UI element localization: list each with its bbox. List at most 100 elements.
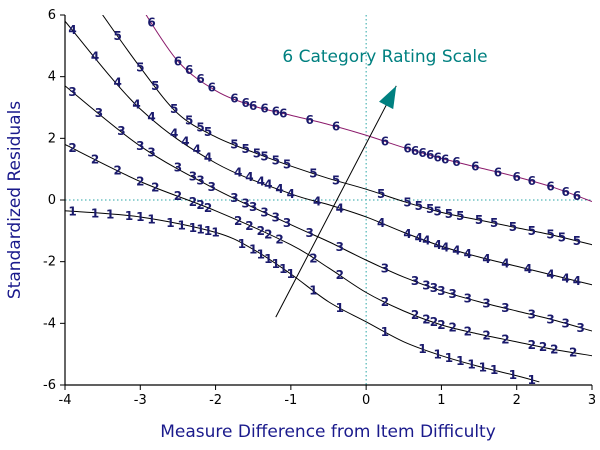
series-3-marker: 3: [242, 196, 250, 210]
series-2-marker: 2: [437, 318, 445, 332]
series-5-marker: 5: [433, 204, 441, 218]
series-2-marker: 2: [430, 315, 438, 329]
series-5-marker: 5: [377, 187, 385, 201]
series-6-marker: 6: [332, 120, 340, 134]
series-5-marker: 5: [136, 60, 144, 74]
series-5-marker: 5: [528, 224, 536, 238]
x-tick-label: -4: [59, 393, 72, 408]
series-6-line: [145, 15, 592, 203]
series-2-line: [65, 144, 592, 357]
x-tick-label: 2: [513, 393, 521, 408]
series-5-marker: 5: [204, 125, 212, 139]
series-2-marker: 2: [234, 214, 242, 228]
series-2-marker: 2: [68, 141, 76, 155]
series-5-marker: 5: [445, 207, 453, 221]
series-5-marker: 5: [558, 230, 566, 244]
series-1-marker: 1: [287, 267, 295, 281]
series-4-marker: 4: [452, 244, 460, 258]
series-2-marker: 2: [411, 308, 419, 322]
series-1-line: [65, 210, 540, 383]
series-2-marker: 2: [528, 338, 536, 352]
series-1-marker: 1: [272, 257, 280, 271]
x-tick-label: -1: [284, 393, 297, 408]
series-3-marker: 3: [430, 281, 438, 295]
series-1-marker: 1: [106, 207, 114, 221]
series-2-marker: 2: [569, 346, 577, 360]
series-3-marker: 3: [482, 297, 490, 311]
series-5-marker: 5: [332, 174, 340, 188]
series-4-marker: 4: [181, 134, 189, 148]
series-1-marker: 1: [249, 242, 257, 256]
series-5-marker: 5: [456, 209, 464, 223]
series-2-marker: 2: [336, 268, 344, 282]
series-6-marker: 6: [441, 152, 449, 166]
y-axis-title: Standardized Residuals: [5, 101, 25, 299]
series-6-marker: 6: [494, 165, 502, 179]
series-2-marker: 2: [189, 195, 197, 209]
series-1-marker: 1: [490, 363, 498, 377]
series-6-marker: 6: [185, 63, 193, 77]
series-5-marker: 5: [509, 220, 517, 234]
series-4-marker: 4: [433, 238, 441, 252]
series-4-marker: 4: [245, 170, 253, 184]
series-4-marker: 4: [464, 247, 472, 261]
series-1-marker: 1: [433, 347, 441, 361]
series-4-marker: 4: [114, 76, 122, 90]
series-3-marker: 3: [449, 287, 457, 301]
series-1-marker: 1: [166, 216, 174, 230]
series-3-marker: 3: [422, 278, 430, 292]
series-3-marker: 3: [528, 308, 536, 322]
series-5-marker: 5: [114, 29, 122, 43]
series-3-line: [65, 85, 592, 332]
x-axis-title: Measure Difference from Item Difficulty: [160, 422, 496, 442]
series-3-marker: 3: [68, 85, 76, 99]
series-4-marker: 4: [147, 110, 155, 124]
series-6-marker: 6: [452, 155, 460, 169]
series-2-marker: 2: [257, 224, 265, 238]
y-tick-label: -6: [43, 378, 56, 393]
series-6-marker: 6: [272, 105, 280, 119]
series-5-marker: 5: [573, 234, 581, 248]
series-4-marker: 4: [377, 216, 385, 230]
series-3-marker: 3: [577, 321, 585, 335]
series-1-marker: 1: [257, 247, 265, 261]
series-3-marker: 3: [283, 216, 291, 230]
y-tick-label: 2: [48, 131, 56, 146]
series-1-marker: 1: [211, 225, 219, 239]
series-6-marker: 6: [208, 81, 216, 95]
series-2-marker: 2: [309, 252, 317, 266]
series-1-marker: 1: [136, 210, 144, 224]
x-tick-label: -3: [134, 393, 147, 408]
series-1-marker: 1: [445, 351, 453, 365]
series-2-marker: 2: [449, 321, 457, 335]
series-1-marker: 1: [528, 373, 536, 387]
series-6-marker: 6: [147, 15, 155, 29]
series-2-marker: 2: [275, 233, 283, 247]
series-4-marker: 4: [234, 165, 242, 179]
series-1-marker: 1: [147, 212, 155, 226]
series-2-marker: 2: [501, 333, 509, 347]
series-4-marker: 4: [546, 268, 554, 282]
series-2-marker: 2: [482, 329, 490, 343]
series-5-marker: 5: [426, 202, 434, 216]
series-5-marker: 5: [475, 213, 483, 227]
series-5-marker: 5: [309, 166, 317, 180]
series-4-marker: 4: [68, 23, 76, 37]
y-tick-label: 0: [48, 193, 56, 208]
series-4-marker: 4: [193, 143, 201, 157]
arrow-shaft: [275, 85, 397, 318]
series-2-marker: 2: [550, 343, 558, 357]
series-2-marker: 2: [196, 198, 204, 212]
series-3-marker: 3: [95, 106, 103, 120]
series-1-marker: 1: [125, 209, 133, 223]
series-1-marker: 1: [264, 252, 272, 266]
series-5-marker: 5: [196, 121, 204, 135]
series-5-marker: 5: [272, 154, 280, 168]
series-1-marker: 1: [204, 224, 212, 238]
series-4-marker: 4: [336, 201, 344, 215]
series-6-marker: 6: [561, 185, 569, 199]
series-3-marker: 3: [381, 262, 389, 276]
series-1-marker: 1: [467, 357, 475, 371]
series-1-marker: 1: [479, 360, 487, 374]
series-6-marker: 6: [418, 146, 426, 160]
